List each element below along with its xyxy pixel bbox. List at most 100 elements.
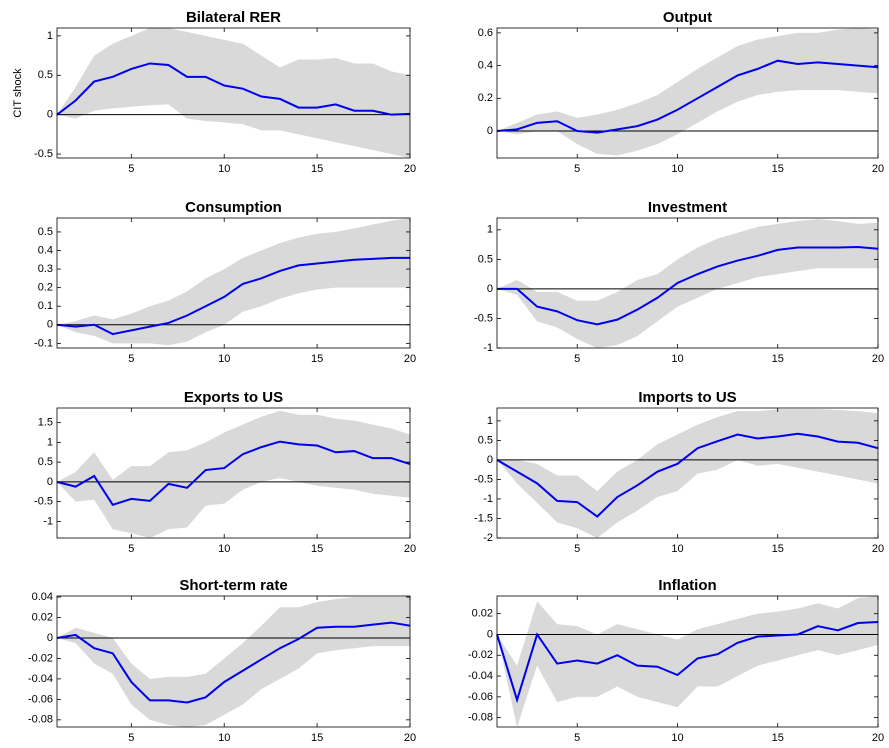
y-tick-label: 0 [487,628,493,640]
x-tick-label: 10 [218,543,230,555]
y-tick-label: 0.04 [32,591,53,603]
chart-title: Output [663,9,712,26]
confidence-band [57,218,410,346]
x-tick-label: 15 [311,353,323,365]
y-tick-label: -1 [43,515,53,527]
confidence-band [57,410,410,538]
x-tick-label: 10 [671,353,683,365]
y-tick-label: 0.4 [38,244,53,256]
plot-frame [56,595,411,728]
x-tick-label: 5 [574,543,580,555]
y-tick-label: 1 [47,436,53,448]
y-tick-label: 1 [487,415,493,427]
x-tick-label: 20 [872,732,884,744]
y-tick-label: 0 [487,283,493,295]
chart-title: Exports to US [184,389,283,406]
y-tick-label: 0.2 [38,282,53,294]
irf-line [497,245,879,326]
chart-title: Consumption [185,199,282,216]
confidence-band [497,409,878,538]
y-tick-label: -0.1 [34,337,53,349]
x-tick-label: 10 [218,163,230,175]
y-tick-label: -0.02 [28,652,53,664]
x-tick-label: 10 [671,163,683,175]
x-tick-label: 5 [128,163,134,175]
y-tick-label: 0.5 [478,253,493,265]
y-tick-label: -1.5 [474,512,493,524]
chart-title: Imports to US [638,389,736,406]
y-tick-label: 0.3 [38,263,53,275]
plot-frame [56,407,411,539]
irf-line [56,621,411,704]
y-tick-label: -0.5 [474,473,493,485]
irf-line [56,440,411,506]
confidence-band [57,28,410,158]
y-tick-label: -0.5 [34,496,53,508]
x-tick-label: 15 [311,163,323,175]
irf-line [496,59,879,134]
y-tick-label: 0.5 [38,456,53,468]
confidence-band [497,596,878,727]
y-tick-label: 0.02 [472,608,493,620]
y-tick-label: 0.5 [38,226,53,238]
y-tick-label: 0 [47,109,53,121]
x-tick-label: 5 [574,732,580,744]
x-tick-label: 20 [872,163,884,175]
chart-title: Investment [648,199,727,216]
y-tick-label: 0 [47,476,53,488]
y-axis-label: CIT shock [12,68,24,118]
chart-title: Inflation [658,577,716,594]
chart-title: Bilateral RER [186,9,281,26]
x-tick-label: 10 [671,732,683,744]
plot-frame [496,407,879,539]
x-tick-label: 20 [404,353,416,365]
y-tick-label: 0.02 [32,611,53,623]
irf-line [496,432,879,518]
x-tick-label: 5 [574,353,580,365]
y-tick-label: 0 [487,454,493,466]
x-tick-label: 20 [404,163,416,175]
x-tick-label: 5 [128,543,134,555]
y-tick-label: -0.06 [28,693,53,705]
plot-frame [496,595,879,728]
y-tick-label: -0.5 [34,148,53,160]
plot-frame [56,27,411,159]
irf-line [56,256,410,336]
y-tick-label: -2 [483,532,493,544]
confidence-band [497,219,878,348]
x-tick-label: 5 [574,163,580,175]
x-tick-label: 20 [872,543,884,555]
confidence-band [57,597,410,727]
y-tick-label: -1 [483,342,493,354]
y-tick-label: 0 [47,319,53,331]
y-tick-label: -0.04 [468,670,493,682]
x-tick-label: 15 [772,353,784,365]
x-tick-label: 5 [128,353,134,365]
y-tick-label: 1.5 [38,417,53,429]
y-tick-label: 1 [47,30,53,42]
y-tick-label: -0.04 [28,673,53,685]
confidence-band [497,28,878,156]
y-tick-label: 0.6 [478,27,493,39]
y-tick-label: -0.02 [468,649,493,661]
x-tick-label: 15 [311,732,323,744]
x-tick-label: 5 [128,732,134,744]
x-tick-label: 15 [311,543,323,555]
y-tick-label: 0 [47,632,53,644]
chart-title: Short-term rate [179,577,287,594]
x-tick-label: 10 [218,732,230,744]
x-tick-label: 15 [772,163,784,175]
x-tick-label: 15 [772,732,784,744]
plot-frame [56,217,411,349]
plot-frame [496,27,879,159]
x-tick-label: 15 [772,543,784,555]
y-tick-label: 0.2 [478,92,493,104]
y-tick-label: -1 [483,493,493,505]
y-tick-label: 0.5 [478,434,493,446]
y-tick-label: 0.4 [478,60,493,72]
irf-line [56,62,411,116]
x-tick-label: 10 [218,353,230,365]
y-tick-label: 0.5 [38,69,53,81]
